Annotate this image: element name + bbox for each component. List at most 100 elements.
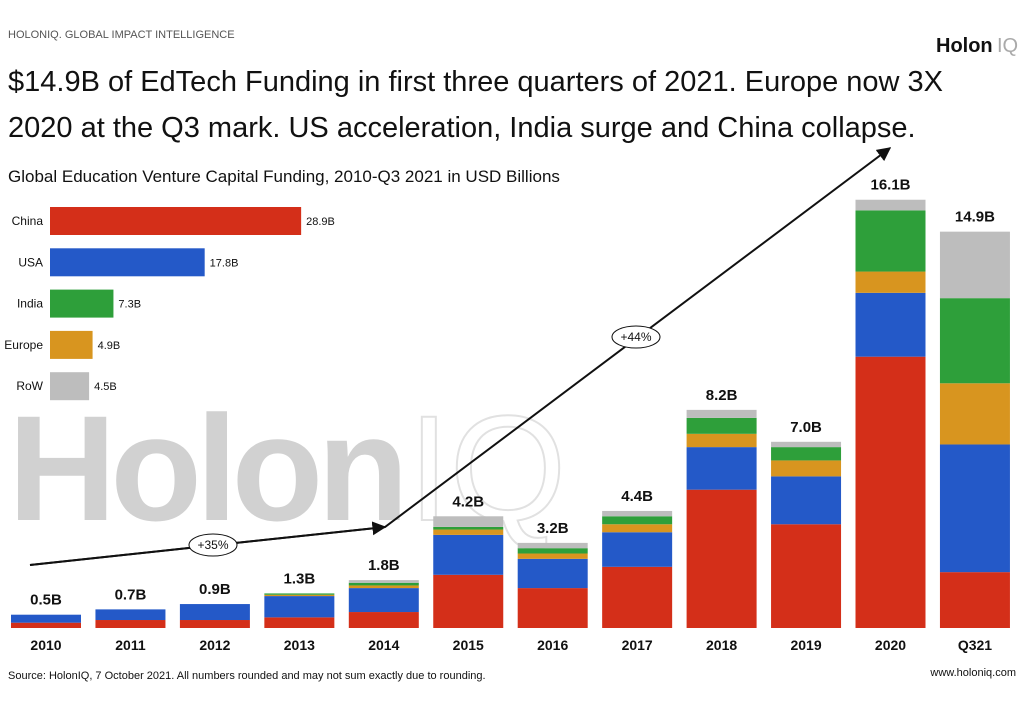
y-tick-label: India (17, 297, 43, 311)
bar-segment (686, 433, 757, 448)
total-label: 4.4B (621, 488, 653, 505)
bar-segment (433, 516, 504, 527)
bar-segment (95, 620, 166, 628)
plot: 0.5B 2010 0.7B 2011 0.9B 2012 1.3B 2013 1.8B 2014… (4, 177, 1010, 653)
total-label: 0.9B (199, 581, 231, 598)
bar-segment (602, 532, 673, 567)
value-label: 28.9B (306, 216, 335, 228)
bar-segment (517, 542, 588, 549)
x-tick-label: 2010 (30, 637, 61, 653)
bar-segment (771, 441, 842, 448)
y-tick-label: China (12, 214, 44, 228)
x-tick-label: Q321 (958, 637, 992, 653)
total-label: 8.2B (706, 387, 738, 404)
bar-segment (348, 585, 419, 589)
value-label: 4.9B (98, 340, 121, 352)
bar-segment (686, 409, 757, 418)
annotation-bubble (611, 325, 661, 349)
bar-segment (11, 622, 81, 628)
y-tick-label: USA (18, 255, 43, 269)
bar-segment (517, 558, 588, 589)
bar-segment (855, 271, 926, 293)
y-tick-label: Europe (4, 338, 43, 352)
watermark-holon: Holon (8, 384, 403, 552)
bar-segment (433, 574, 504, 628)
total-label: 14.9B (955, 209, 995, 226)
bar-segment (348, 580, 419, 583)
title-line: 2020 at the Q3 mark. US acceleration, In… (8, 112, 916, 144)
total-label: 4.2B (452, 493, 484, 510)
value-label: 7.3B (118, 299, 141, 311)
bar-segment (517, 588, 588, 628)
bar-segment (939, 383, 1010, 445)
total-label: 16.1B (870, 177, 910, 194)
bar-segment (348, 582, 419, 586)
bar-segment (179, 604, 250, 621)
bar-segment (433, 534, 504, 575)
total-label: 7.0B (790, 419, 822, 436)
x-tick-label: 2012 (199, 637, 230, 653)
bar-segment (855, 292, 926, 357)
bar-segment (602, 516, 673, 525)
bar-segment (855, 199, 926, 211)
x-tick-label: 2017 (622, 637, 653, 653)
bar-segment (433, 529, 504, 535)
title-line: $14.9B of EdTech Funding in first three … (8, 66, 943, 98)
bar (50, 372, 90, 401)
bar-segment (517, 553, 588, 559)
bar-segment (517, 548, 588, 554)
x-tick-label: 2019 (790, 637, 821, 653)
x-tick-label: 2016 (537, 637, 568, 653)
bar-segment (264, 617, 335, 628)
bar-segment (771, 460, 842, 477)
value-label: 17.8B (210, 257, 239, 269)
x-tick-label: 2020 (875, 637, 906, 653)
bar (50, 330, 93, 359)
bar-segment (771, 447, 842, 461)
x-tick-label: 2018 (706, 637, 737, 653)
annotation-bubble (188, 533, 238, 557)
bar-segment (95, 609, 166, 621)
bar-segment (939, 298, 1010, 384)
website: www.holoniq.com (929, 667, 1016, 679)
x-tick-label: 2014 (368, 637, 399, 653)
header: HOLONIQ. GLOBAL IMPACT INTELLIGENCE (8, 29, 235, 41)
x-tick-label: 2013 (284, 637, 315, 653)
bar (50, 248, 205, 277)
bar-segment (11, 614, 81, 623)
bar-segment (602, 566, 673, 628)
bar (50, 207, 302, 235)
bar (50, 289, 114, 318)
logo-holon: Holon (936, 35, 993, 57)
total-label: 1.8B (368, 557, 400, 574)
bar-segment (602, 524, 673, 533)
total-label: 3.2B (537, 520, 569, 537)
bar-segment (771, 476, 842, 525)
bar-segment (771, 524, 842, 628)
bar-segment (602, 510, 673, 517)
bar-segment (264, 594, 335, 597)
bar-segment (179, 620, 250, 628)
annotation: +44% (620, 330, 651, 344)
bar-segment (939, 572, 1010, 628)
bar-segment (348, 588, 419, 613)
bar-segment (264, 596, 335, 618)
bar-segment (686, 417, 757, 434)
total-label: 0.5B (30, 592, 62, 609)
x-tick-label: 2011 (115, 637, 146, 653)
logo-iq: IQ (997, 35, 1018, 57)
subtitle: Global Education Venture Capital Funding… (8, 167, 560, 186)
bar-segment (939, 231, 1010, 299)
bar-segment (686, 447, 757, 490)
bar-segment (348, 612, 419, 628)
source: Source: HolonIQ, 7 October 2021. All num… (8, 670, 486, 682)
bar-segment (433, 526, 504, 530)
bar-segment (855, 210, 926, 272)
total-label: 1.3B (284, 570, 316, 587)
bar-segment (855, 356, 926, 628)
bar-segment (264, 593, 335, 595)
bar-segment (686, 489, 757, 628)
y-tick-label: RoW (16, 379, 43, 393)
value-label: 4.5B (94, 381, 117, 393)
